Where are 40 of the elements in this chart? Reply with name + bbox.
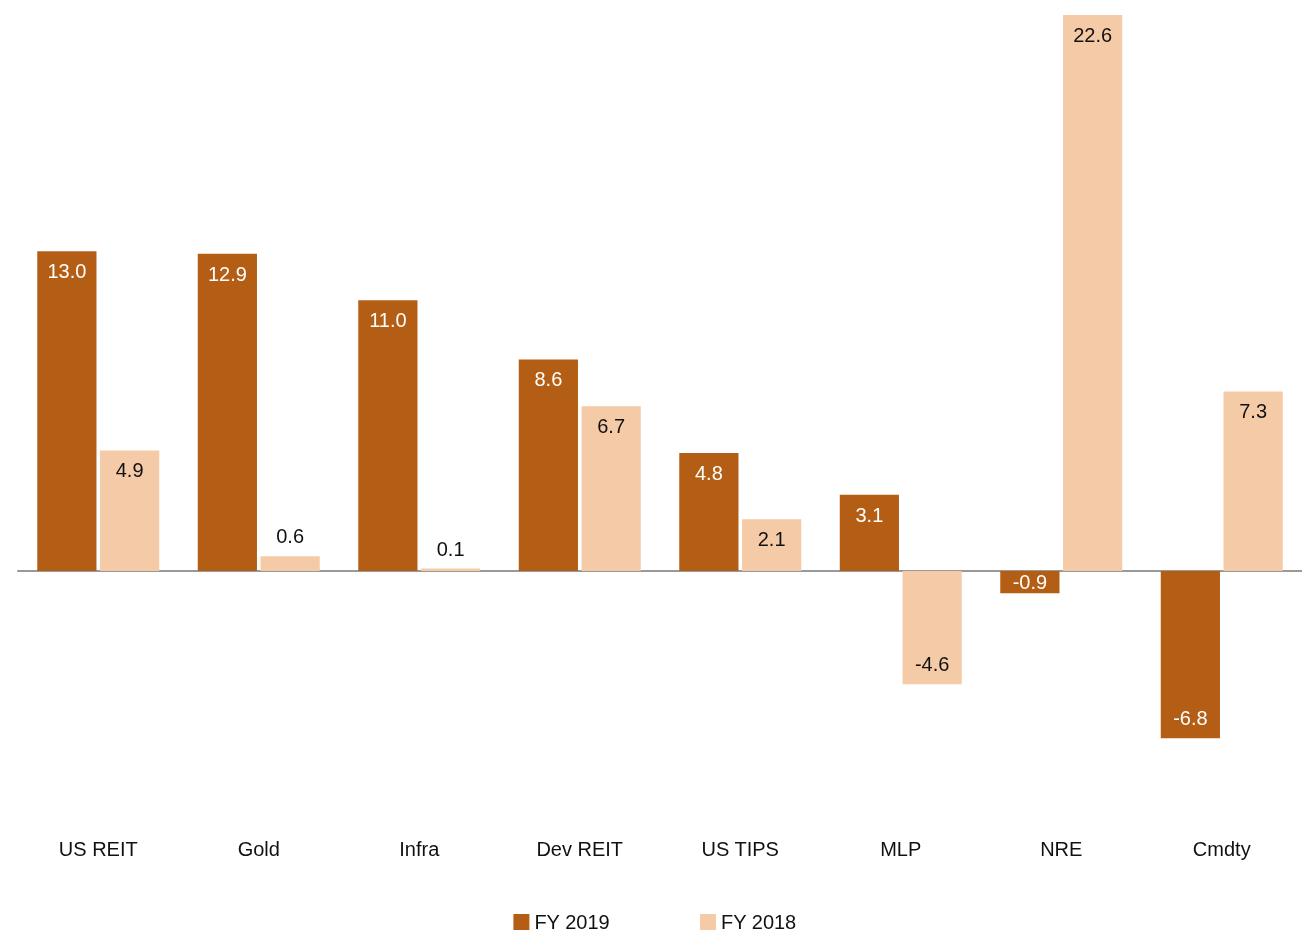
data-label: 6.7 <box>597 415 626 438</box>
data-label: 2.1 <box>757 528 786 551</box>
data-label: 7.3 <box>1239 400 1268 423</box>
x-tick-label: US TIPS <box>701 838 779 860</box>
x-tick-label: Cmdty <box>1192 838 1251 860</box>
bar <box>839 494 899 571</box>
bar <box>679 452 739 571</box>
bar <box>742 519 802 571</box>
bar <box>358 300 418 571</box>
bar <box>1223 391 1283 571</box>
data-label: -0.9 <box>1012 571 1048 594</box>
x-tick-label: Dev REIT <box>536 838 624 860</box>
legend-label: FY 2019 <box>534 911 610 933</box>
data-label: 12.9 <box>207 262 247 285</box>
legend-label: FY 2018 <box>721 911 797 933</box>
data-label: 11.0 <box>369 309 407 332</box>
bar <box>100 450 160 571</box>
data-label: 22.6 <box>1073 24 1113 46</box>
data-label: 13.0 <box>47 260 87 283</box>
bar <box>37 251 97 571</box>
bar <box>581 406 641 571</box>
x-tick-label: Gold <box>237 838 280 860</box>
bar <box>518 359 578 571</box>
data-label: -4.6 <box>914 653 950 676</box>
x-tick-label: MLP <box>880 838 922 860</box>
data-label: 4.9 <box>115 459 144 482</box>
data-label: 4.8 <box>694 461 723 484</box>
bar <box>1063 15 1123 571</box>
data-label: 3.1 <box>855 503 884 526</box>
bar <box>260 556 320 571</box>
x-tick-label: Infra <box>399 838 441 860</box>
x-tick-label: NRE <box>1040 838 1083 860</box>
x-tick-label: US REIT <box>58 838 138 860</box>
data-label: 0.6 <box>276 525 305 548</box>
bar <box>1160 570 1220 739</box>
data-label: 0.1 <box>436 537 465 560</box>
data-label: 8.6 <box>534 368 563 391</box>
bar <box>902 570 962 685</box>
data-label: -6.8 <box>1173 707 1208 730</box>
bar <box>197 253 257 571</box>
